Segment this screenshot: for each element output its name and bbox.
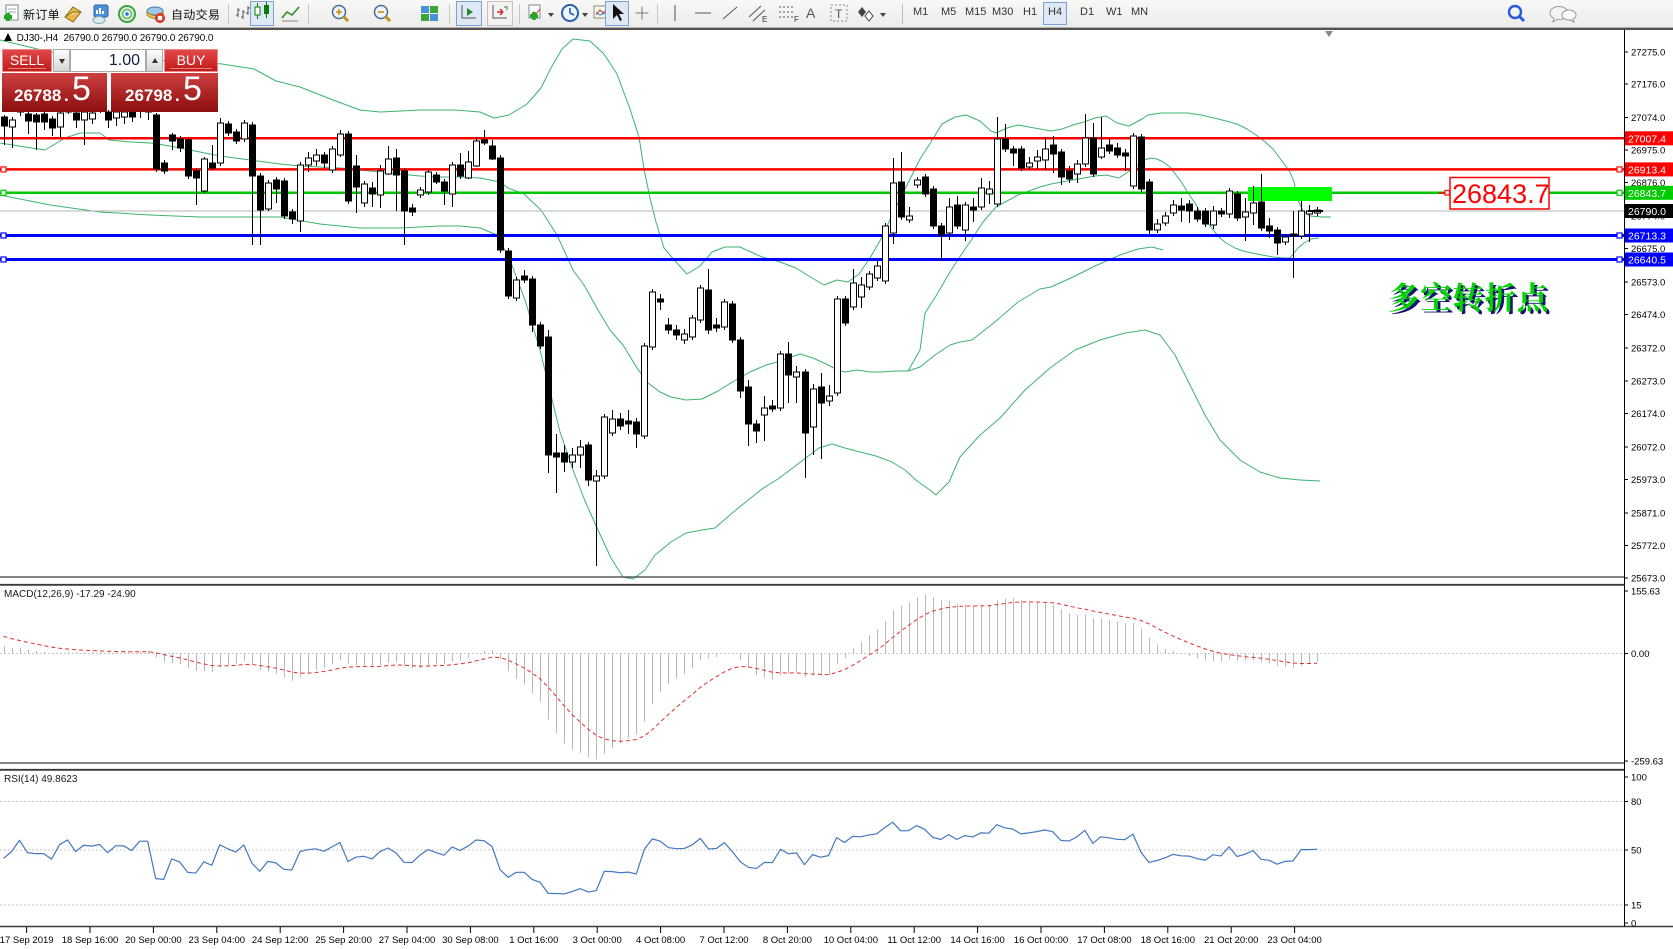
svg-text:25 Sep 20:00: 25 Sep 20:00 xyxy=(315,935,372,946)
svg-text:RSI(14) 49.8623: RSI(14) 49.8623 xyxy=(4,774,78,785)
svg-text:27 Sep 04:00: 27 Sep 04:00 xyxy=(379,935,436,946)
svg-text:26372.0: 26372.0 xyxy=(1631,344,1665,355)
svg-text:27074.0: 27074.0 xyxy=(1631,113,1665,124)
svg-text:MACD(12,26,9) -17.29 -24.90: MACD(12,26,9) -17.29 -24.90 xyxy=(4,589,136,600)
svg-text:26713.3: 26713.3 xyxy=(1628,231,1666,243)
svg-text:11 Oct 12:00: 11 Oct 12:00 xyxy=(887,935,941,946)
svg-text:17 Oct 08:00: 17 Oct 08:00 xyxy=(1077,935,1131,946)
svg-text:155.63: 155.63 xyxy=(1631,587,1660,598)
svg-text:26876.0: 26876.0 xyxy=(1631,178,1665,189)
svg-text:20 Sep 00:00: 20 Sep 00:00 xyxy=(125,935,182,946)
svg-text:26273.0: 26273.0 xyxy=(1631,377,1665,388)
svg-text:25871.0: 25871.0 xyxy=(1631,509,1665,520)
svg-text:4 Oct 08:00: 4 Oct 08:00 xyxy=(636,935,685,946)
svg-text:F: F xyxy=(794,15,799,24)
svg-text:23 Sep 04:00: 23 Sep 04:00 xyxy=(189,935,246,946)
svg-text:21 Oct 20:00: 21 Oct 20:00 xyxy=(1204,935,1258,946)
svg-text:1 Oct 16:00: 1 Oct 16:00 xyxy=(509,935,558,946)
svg-text:26675.0: 26675.0 xyxy=(1631,244,1665,255)
svg-text:17 Sep 2019: 17 Sep 2019 xyxy=(0,935,54,946)
svg-text:8 Oct 20:00: 8 Oct 20:00 xyxy=(763,935,812,946)
svg-text:E: E xyxy=(762,15,767,24)
svg-text:80: 80 xyxy=(1631,797,1642,808)
svg-text:26640.5: 26640.5 xyxy=(1628,255,1666,267)
svg-text:7 Oct 12:00: 7 Oct 12:00 xyxy=(699,935,748,946)
svg-text:26843.7: 26843.7 xyxy=(1628,188,1666,200)
svg-text:25772.0: 25772.0 xyxy=(1631,541,1665,552)
svg-text:-259.63: -259.63 xyxy=(1631,757,1663,768)
svg-text:26913.4: 26913.4 xyxy=(1628,164,1666,176)
svg-text:26975.0: 26975.0 xyxy=(1631,146,1665,157)
svg-text:26474.0: 26474.0 xyxy=(1631,310,1665,321)
svg-text:50: 50 xyxy=(1631,846,1642,857)
svg-text:0.00: 0.00 xyxy=(1631,649,1650,660)
svg-text:26843.7: 26843.7 xyxy=(1452,179,1550,209)
svg-text:23 Oct 04:00: 23 Oct 04:00 xyxy=(1267,935,1321,946)
svg-text:27007.4: 27007.4 xyxy=(1628,133,1666,145)
svg-text:16 Oct 00:00: 16 Oct 00:00 xyxy=(1014,935,1068,946)
svg-text:30 Sep 08:00: 30 Sep 08:00 xyxy=(442,935,499,946)
svg-text:14 Oct 16:00: 14 Oct 16:00 xyxy=(950,935,1004,946)
svg-text:3 Oct 00:00: 3 Oct 00:00 xyxy=(573,935,622,946)
svg-text:24 Sep 12:00: 24 Sep 12:00 xyxy=(252,935,309,946)
svg-text:27176.0: 27176.0 xyxy=(1631,80,1665,91)
svg-text:26174.0: 26174.0 xyxy=(1631,409,1665,420)
svg-text:25673.0: 25673.0 xyxy=(1631,574,1665,585)
svg-text:26573.0: 26573.0 xyxy=(1631,278,1665,289)
svg-text:18 Sep 16:00: 18 Sep 16:00 xyxy=(62,935,119,946)
svg-text:25973.0: 25973.0 xyxy=(1631,475,1665,486)
svg-text:27275.0: 27275.0 xyxy=(1631,48,1665,59)
svg-text:18 Oct 16:00: 18 Oct 16:00 xyxy=(1141,935,1195,946)
svg-text:26790.0: 26790.0 xyxy=(1628,206,1666,218)
svg-text:10 Oct 04:00: 10 Oct 04:00 xyxy=(824,935,878,946)
svg-text:26072.0: 26072.0 xyxy=(1631,443,1665,454)
svg-text:0: 0 xyxy=(1631,919,1636,930)
svg-text:100: 100 xyxy=(1631,773,1647,784)
svg-text:T: T xyxy=(835,7,843,21)
svg-text:15: 15 xyxy=(1631,901,1642,912)
